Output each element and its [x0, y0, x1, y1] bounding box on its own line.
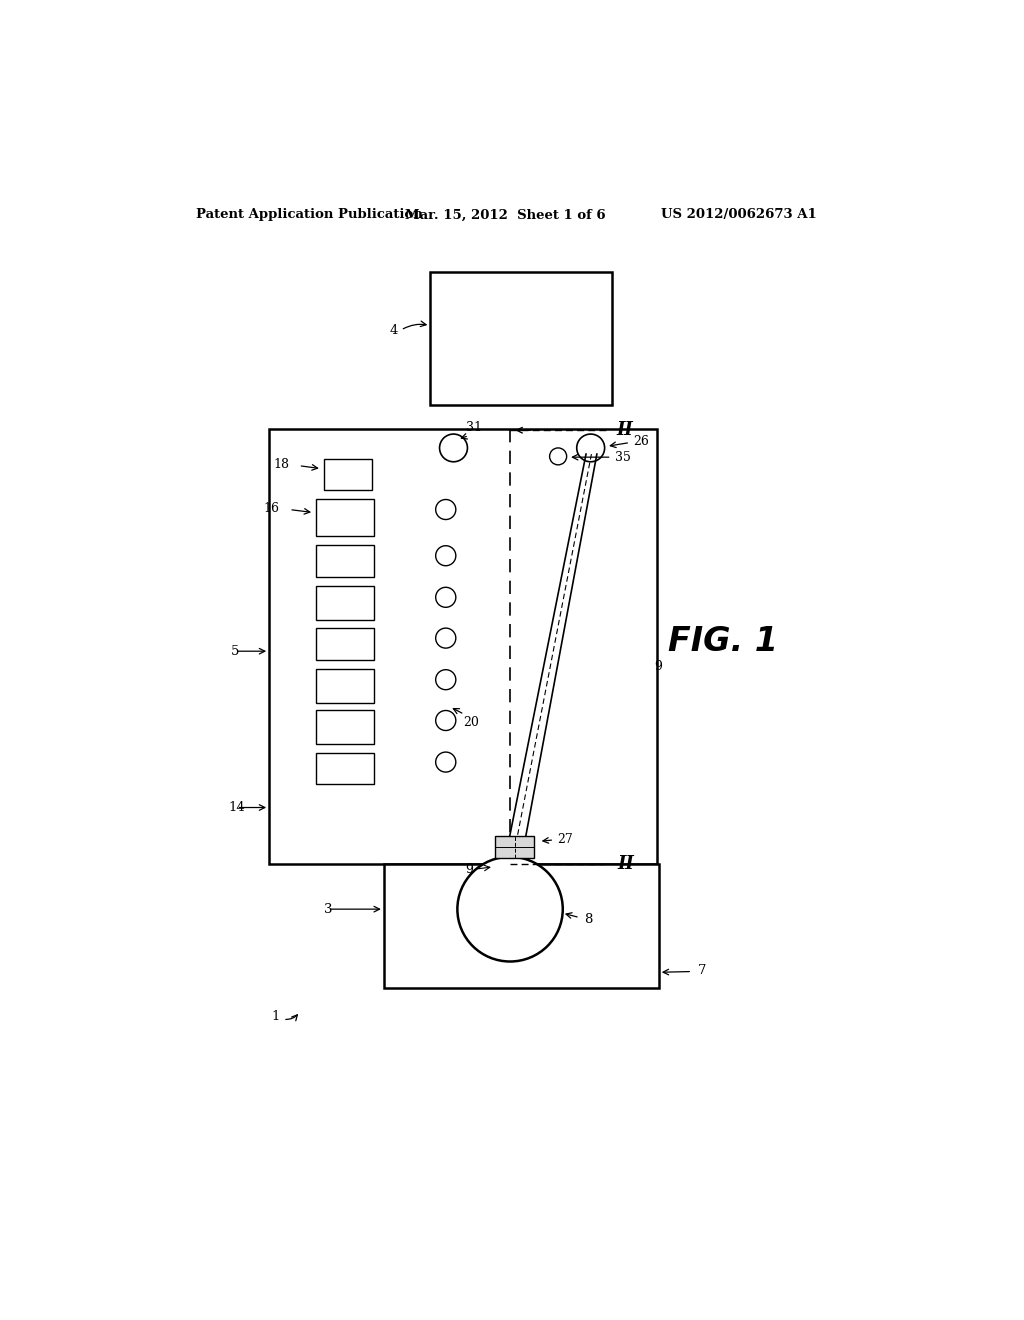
Circle shape	[458, 857, 563, 961]
Text: US 2012/0062673 A1: US 2012/0062673 A1	[662, 209, 817, 222]
Bar	[324, 459, 372, 490]
Circle shape	[435, 545, 456, 566]
Text: 4: 4	[389, 325, 397, 338]
Text: 31: 31	[466, 421, 482, 434]
Text: 20: 20	[463, 715, 478, 729]
Text: 27: 27	[557, 833, 573, 846]
Bar	[269, 429, 656, 865]
Text: 9: 9	[654, 660, 663, 673]
Text: 18: 18	[273, 458, 289, 471]
Text: 35: 35	[614, 450, 631, 463]
Bar	[316, 499, 374, 536]
Circle shape	[577, 434, 604, 462]
Bar	[316, 710, 374, 744]
Text: II: II	[617, 855, 634, 874]
Text: Patent Application Publication: Patent Application Publication	[197, 209, 423, 222]
Text: 14: 14	[228, 801, 245, 814]
Circle shape	[439, 434, 467, 462]
Circle shape	[435, 752, 456, 772]
Circle shape	[435, 710, 456, 730]
Text: 1: 1	[271, 1010, 280, 1023]
Bar	[316, 628, 374, 660]
Text: 16: 16	[264, 502, 280, 515]
Text: 5: 5	[230, 644, 240, 657]
Text: FIG. 1: FIG. 1	[669, 626, 778, 659]
Bar	[316, 752, 374, 784]
Circle shape	[550, 447, 566, 465]
Circle shape	[435, 669, 456, 689]
Bar	[316, 545, 374, 577]
Bar	[384, 865, 658, 987]
Bar	[316, 586, 374, 619]
Text: 8: 8	[584, 912, 592, 925]
Text: Mar. 15, 2012  Sheet 1 of 6: Mar. 15, 2012 Sheet 1 of 6	[406, 209, 606, 222]
Bar	[316, 669, 374, 702]
Text: 9: 9	[465, 863, 473, 876]
Text: 26: 26	[633, 436, 649, 449]
Text: 3: 3	[324, 903, 332, 916]
Circle shape	[435, 499, 456, 520]
Circle shape	[435, 587, 456, 607]
Bar	[496, 836, 535, 858]
Circle shape	[435, 628, 456, 648]
Bar	[430, 272, 612, 405]
Text: II: II	[616, 421, 633, 440]
Text: 7: 7	[697, 964, 707, 977]
